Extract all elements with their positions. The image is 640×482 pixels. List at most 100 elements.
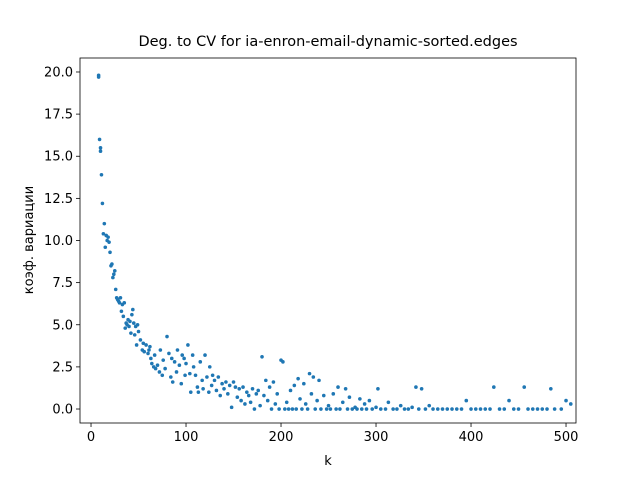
point bbox=[144, 343, 148, 347]
point bbox=[148, 344, 152, 349]
point bbox=[328, 407, 333, 411]
x-tick-label: 300 bbox=[364, 430, 389, 445]
point bbox=[281, 360, 285, 364]
point bbox=[113, 287, 118, 292]
point bbox=[131, 307, 135, 312]
point bbox=[157, 370, 162, 374]
point bbox=[132, 333, 137, 337]
y-tick-label: 12.5 bbox=[44, 192, 73, 207]
point bbox=[138, 338, 143, 342]
point bbox=[296, 376, 300, 381]
point bbox=[288, 388, 293, 393]
point bbox=[161, 358, 166, 362]
point bbox=[302, 381, 306, 386]
point bbox=[419, 386, 424, 391]
point bbox=[277, 407, 281, 411]
point bbox=[545, 407, 549, 411]
point bbox=[198, 360, 203, 364]
point bbox=[260, 354, 264, 359]
point bbox=[345, 407, 350, 411]
point bbox=[103, 245, 108, 250]
point bbox=[311, 375, 316, 379]
point bbox=[378, 407, 383, 411]
point bbox=[99, 172, 104, 177]
y-tick-label: 7.5 bbox=[52, 276, 73, 291]
point bbox=[350, 407, 355, 411]
y-tick-label: 15.0 bbox=[44, 150, 73, 165]
point bbox=[231, 380, 236, 384]
point bbox=[469, 407, 473, 411]
point bbox=[106, 235, 110, 239]
point bbox=[376, 386, 380, 391]
y-axis-label: коэф. вариации bbox=[22, 186, 37, 294]
point bbox=[364, 407, 369, 411]
point bbox=[205, 375, 209, 379]
point bbox=[97, 137, 102, 142]
point bbox=[233, 385, 238, 389]
point bbox=[478, 407, 483, 411]
point bbox=[127, 324, 131, 329]
point bbox=[147, 348, 151, 352]
x-axis-label: k bbox=[324, 454, 332, 469]
point bbox=[149, 356, 153, 361]
point bbox=[367, 398, 372, 403]
point bbox=[423, 407, 428, 411]
point bbox=[347, 395, 352, 400]
point bbox=[98, 146, 103, 150]
point bbox=[134, 343, 139, 347]
point bbox=[440, 407, 445, 411]
point bbox=[180, 353, 185, 357]
point bbox=[96, 75, 101, 79]
point bbox=[226, 392, 230, 396]
point bbox=[290, 407, 295, 411]
point bbox=[193, 373, 198, 378]
y-tick-label: 0.0 bbox=[52, 403, 73, 418]
point bbox=[108, 250, 112, 255]
point bbox=[167, 351, 171, 356]
x-tick-label: 500 bbox=[554, 430, 579, 445]
point bbox=[298, 397, 302, 401]
point bbox=[203, 353, 207, 357]
point bbox=[241, 385, 245, 389]
point bbox=[153, 366, 158, 371]
point bbox=[395, 407, 399, 411]
point bbox=[177, 363, 182, 367]
point bbox=[237, 386, 242, 391]
point bbox=[398, 403, 403, 408]
point bbox=[271, 380, 276, 384]
point bbox=[431, 407, 435, 411]
point bbox=[343, 386, 348, 391]
point bbox=[248, 400, 253, 405]
point bbox=[182, 356, 186, 361]
point bbox=[526, 407, 530, 411]
point bbox=[492, 385, 496, 389]
point bbox=[195, 385, 200, 389]
point bbox=[549, 386, 553, 391]
point bbox=[303, 402, 308, 406]
point bbox=[209, 383, 214, 388]
point bbox=[155, 363, 160, 367]
point bbox=[334, 407, 338, 411]
point bbox=[235, 395, 240, 400]
point bbox=[309, 392, 314, 396]
point bbox=[163, 366, 167, 371]
point bbox=[564, 398, 568, 403]
point bbox=[201, 386, 205, 391]
plot-frame bbox=[79, 57, 577, 424]
point bbox=[391, 407, 395, 411]
point bbox=[196, 390, 201, 394]
point bbox=[336, 385, 340, 389]
chart-title: Deg. to CV for ia-enron-email-dynamic-so… bbox=[138, 34, 517, 50]
point bbox=[427, 403, 432, 408]
point bbox=[313, 407, 318, 411]
point bbox=[383, 407, 388, 411]
point bbox=[188, 390, 193, 394]
y-tick-label: 17.5 bbox=[44, 108, 73, 123]
point bbox=[502, 407, 507, 411]
x-tick-label: 400 bbox=[459, 430, 484, 445]
point bbox=[229, 405, 234, 410]
point bbox=[355, 407, 359, 411]
point bbox=[227, 383, 232, 388]
point bbox=[165, 334, 169, 339]
